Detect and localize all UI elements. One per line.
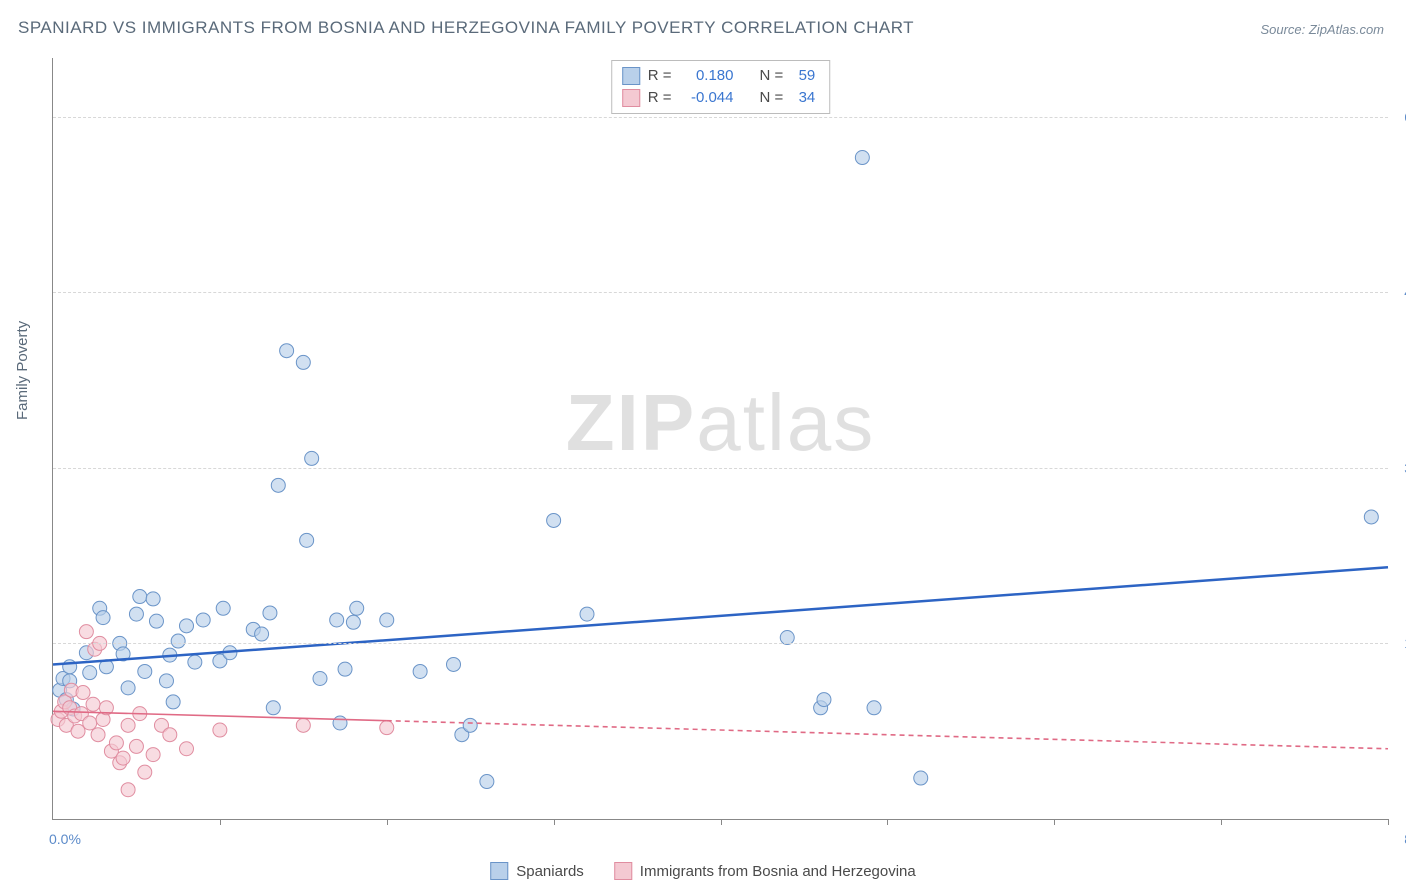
data-point	[305, 451, 319, 465]
data-point	[255, 627, 269, 641]
r-value-2: -0.044	[680, 87, 734, 109]
r-value-1: 0.180	[680, 65, 734, 87]
x-tick	[887, 819, 888, 825]
data-point	[263, 606, 277, 620]
gridline	[53, 643, 1388, 644]
data-point	[138, 664, 152, 678]
legend-label-1: Spaniards	[516, 863, 584, 880]
data-point	[83, 666, 97, 680]
stats-row-2: R = -0.044 N = 34	[622, 87, 816, 109]
data-point	[280, 344, 294, 358]
n-value-2: 34	[791, 87, 815, 109]
data-point	[313, 672, 327, 686]
data-point	[196, 613, 210, 627]
series2-swatch	[622, 89, 640, 107]
gridline	[53, 468, 1388, 469]
data-point	[149, 614, 163, 628]
legend-item-2: Immigrants from Bosnia and Herzegovina	[614, 862, 916, 880]
data-point	[83, 716, 97, 730]
x-tick	[220, 819, 221, 825]
stats-row-1: R = 0.180 N = 59	[622, 65, 816, 87]
data-point	[159, 674, 173, 688]
data-point	[855, 151, 869, 165]
series1-swatch	[622, 67, 640, 85]
data-point	[146, 748, 160, 762]
data-point	[296, 355, 310, 369]
data-point	[91, 728, 105, 742]
r-label-2: R =	[648, 87, 672, 109]
n-label-2: N =	[760, 87, 784, 109]
data-point	[188, 655, 202, 669]
data-point	[180, 619, 194, 633]
bottom-legend: Spaniards Immigrants from Bosnia and Her…	[490, 862, 916, 880]
data-point	[180, 742, 194, 756]
data-point	[96, 611, 110, 625]
data-point	[480, 775, 494, 789]
data-point	[338, 662, 352, 676]
gridline	[53, 292, 1388, 293]
data-point	[146, 592, 160, 606]
chart-title: SPANIARD VS IMMIGRANTS FROM BOSNIA AND H…	[18, 18, 914, 38]
data-point	[380, 721, 394, 735]
legend-label-2: Immigrants from Bosnia and Herzegovina	[640, 863, 916, 880]
data-point	[271, 478, 285, 492]
data-point	[817, 693, 831, 707]
data-point	[138, 765, 152, 779]
data-point	[266, 701, 280, 715]
data-point	[86, 697, 100, 711]
data-point	[330, 613, 344, 627]
plot-area: ZIPatlas R = 0.180 N = 59 R = -0.044 N =…	[52, 58, 1388, 820]
trend-line-dashed	[387, 721, 1388, 749]
data-point	[300, 533, 314, 547]
data-point	[121, 783, 135, 797]
data-point	[166, 695, 180, 709]
data-point	[1364, 510, 1378, 524]
data-point	[346, 615, 360, 629]
y-axis-label: Family Poverty	[14, 321, 31, 420]
x-tick	[554, 819, 555, 825]
data-point	[447, 657, 461, 671]
data-point	[116, 751, 130, 765]
scatter-chart	[53, 58, 1388, 819]
data-point	[547, 513, 561, 527]
data-point	[163, 728, 177, 742]
x-tick	[387, 819, 388, 825]
x-min-label: 0.0%	[49, 831, 81, 847]
data-point	[71, 724, 85, 738]
x-tick	[1388, 819, 1389, 825]
data-point	[213, 723, 227, 737]
x-tick	[721, 819, 722, 825]
data-point	[296, 718, 310, 732]
x-tick	[1221, 819, 1222, 825]
source-attribution: Source: ZipAtlas.com	[1260, 22, 1384, 37]
gridline	[53, 117, 1388, 118]
data-point	[121, 718, 135, 732]
legend-item-1: Spaniards	[490, 862, 584, 880]
r-label-1: R =	[648, 65, 672, 87]
data-point	[216, 601, 230, 615]
data-point	[79, 625, 93, 639]
data-point	[413, 664, 427, 678]
data-point	[129, 607, 143, 621]
n-value-1: 59	[791, 65, 815, 87]
data-point	[914, 771, 928, 785]
n-label-1: N =	[760, 65, 784, 87]
data-point	[333, 716, 347, 730]
data-point	[121, 681, 135, 695]
data-point	[867, 701, 881, 715]
data-point	[171, 634, 185, 648]
data-point	[129, 739, 143, 753]
data-point	[109, 736, 123, 750]
x-tick	[1054, 819, 1055, 825]
data-point	[580, 607, 594, 621]
data-point	[350, 601, 364, 615]
data-point	[133, 590, 147, 604]
data-point	[380, 613, 394, 627]
legend-swatch-1	[490, 862, 508, 880]
stats-legend: R = 0.180 N = 59 R = -0.044 N = 34	[611, 60, 831, 114]
data-point	[463, 718, 477, 732]
trend-line	[53, 567, 1388, 664]
data-point	[76, 686, 90, 700]
legend-swatch-2	[614, 862, 632, 880]
